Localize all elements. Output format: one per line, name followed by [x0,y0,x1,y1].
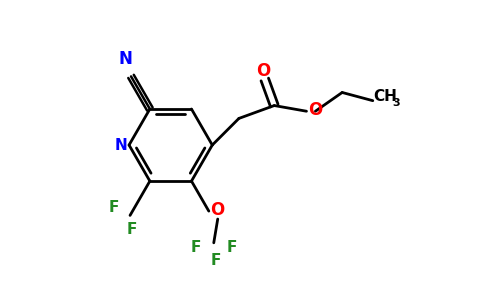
Text: F: F [191,240,201,255]
Text: F: F [227,240,237,255]
Text: F: F [211,253,221,268]
Text: N: N [118,50,132,68]
Text: F: F [109,200,120,215]
Text: CH: CH [374,89,398,104]
Text: F: F [127,222,137,237]
Text: 3: 3 [393,98,400,108]
Text: O: O [211,201,225,219]
Text: N: N [115,137,127,152]
Text: O: O [256,61,270,80]
Text: O: O [308,101,322,119]
